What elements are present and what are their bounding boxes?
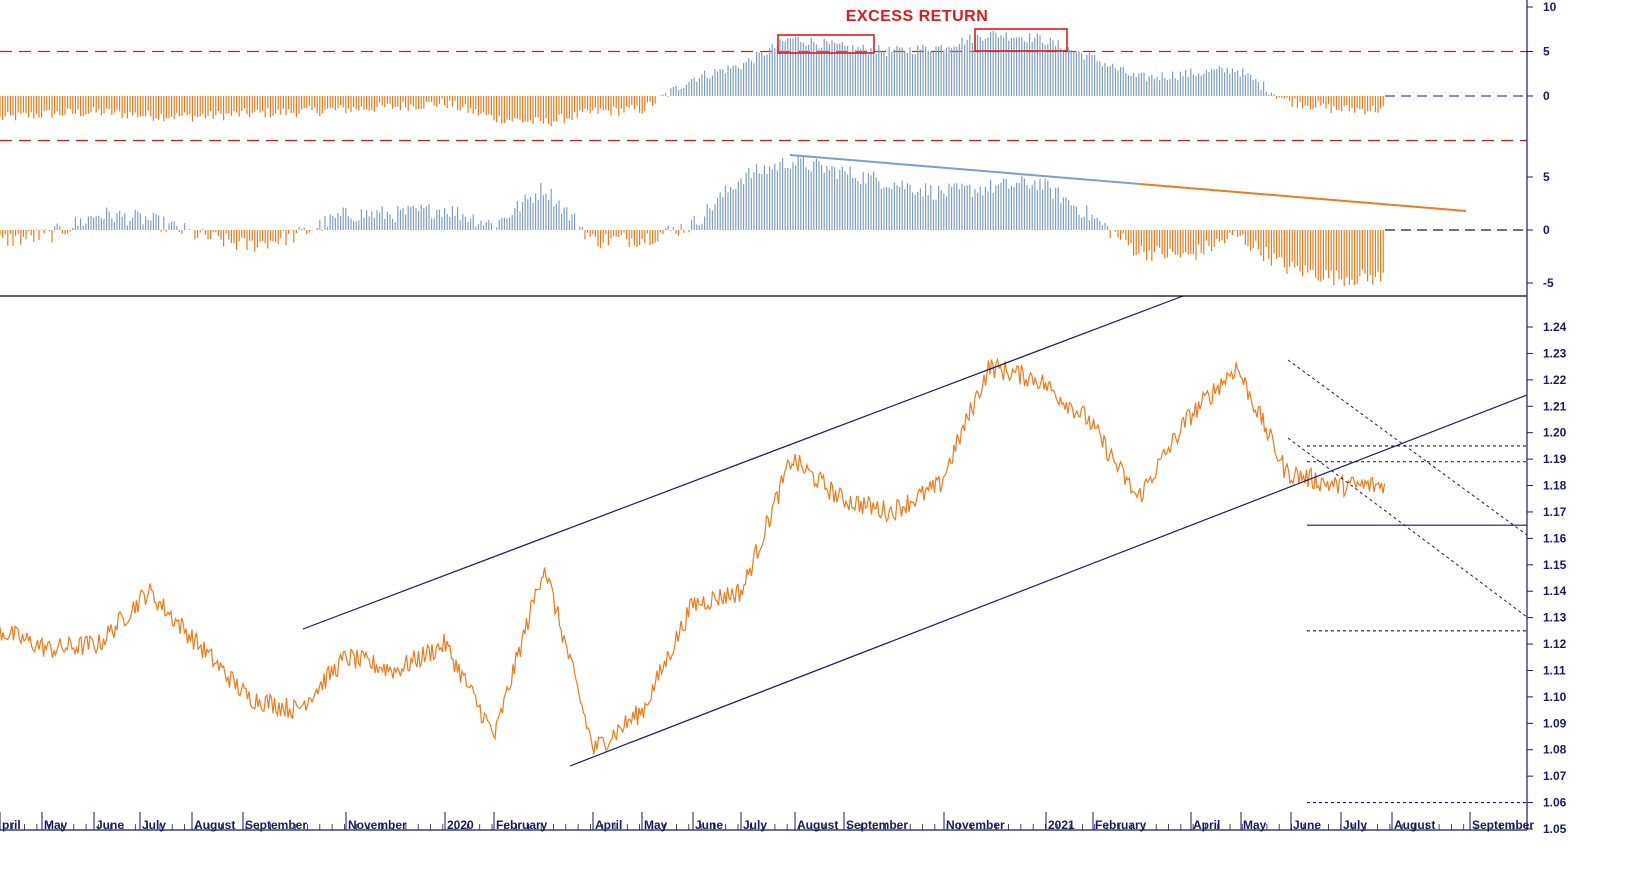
x-month-label: July bbox=[1343, 818, 1367, 832]
descending-lower bbox=[1287, 437, 1528, 618]
channel-upper bbox=[302, 295, 1184, 630]
price-ytick: 1.24 bbox=[1543, 320, 1567, 334]
x-month-label: June bbox=[1293, 818, 1321, 832]
highlight-box-0 bbox=[777, 34, 875, 54]
x-month-label: February bbox=[496, 818, 548, 832]
price-ytick: 1.20 bbox=[1543, 426, 1567, 440]
x-month-label: September bbox=[846, 818, 908, 832]
x-month-label: September bbox=[1472, 818, 1534, 832]
x-month-label: 2021 bbox=[1048, 818, 1075, 832]
price-line bbox=[0, 357, 1386, 755]
momentum-panel bbox=[0, 154, 1527, 287]
price-ytick: 1.05 bbox=[1543, 822, 1567, 836]
top-ytick: 0 bbox=[1543, 89, 1550, 103]
mid-ytick: 0 bbox=[1543, 223, 1550, 237]
price-ytick: 1.07 bbox=[1543, 769, 1567, 783]
x-month-label: February bbox=[1095, 818, 1147, 832]
x-month-label: June bbox=[695, 818, 723, 832]
x-month-label: August bbox=[797, 818, 838, 832]
top-ytick: 5 bbox=[1543, 45, 1550, 59]
descending-upper bbox=[1287, 359, 1528, 536]
price-ytick: 1.21 bbox=[1543, 399, 1567, 413]
price-ytick: 1.08 bbox=[1543, 743, 1567, 757]
price-ytick: 1.23 bbox=[1543, 346, 1567, 360]
price-panel bbox=[0, 295, 1528, 804]
x-month-label: May bbox=[44, 818, 68, 832]
x-month-label: November bbox=[348, 818, 407, 832]
price-ytick: 1.12 bbox=[1543, 637, 1567, 651]
price-ytick: 1.11 bbox=[1543, 663, 1566, 677]
top-ytick: 10 bbox=[1543, 0, 1557, 14]
price-ytick: 1.15 bbox=[1543, 558, 1567, 572]
x-month-label: November bbox=[946, 818, 1005, 832]
x-month-label: September bbox=[245, 818, 307, 832]
trendline-blue bbox=[789, 154, 1141, 185]
x-month-label: June bbox=[96, 818, 124, 832]
price-ytick: 1.16 bbox=[1543, 531, 1567, 545]
excess-return-panel bbox=[0, 28, 1527, 142]
x-month-label: April bbox=[595, 818, 622, 832]
x-month-label: July bbox=[743, 818, 767, 832]
price-ytick: 1.14 bbox=[1543, 584, 1567, 598]
price-ytick: 1.06 bbox=[1543, 796, 1567, 810]
price-ytick: 1.17 bbox=[1543, 505, 1567, 519]
price-ytick: 1.18 bbox=[1543, 479, 1567, 493]
mid-ytick: 5 bbox=[1543, 170, 1550, 184]
price-ytick: 1.22 bbox=[1543, 373, 1567, 387]
x-month-label: August bbox=[194, 818, 235, 832]
trendline-orange bbox=[1139, 183, 1467, 212]
x-month-label: 2020 bbox=[447, 818, 474, 832]
x-month-label: pril bbox=[2, 818, 21, 832]
x-month-label: July bbox=[142, 818, 166, 832]
price-ytick: 1.09 bbox=[1543, 716, 1567, 730]
price-ytick: 1.13 bbox=[1543, 611, 1567, 625]
chart-title: EXCESS RETURN bbox=[846, 8, 989, 25]
x-month-label: April bbox=[1193, 818, 1220, 832]
price-ytick: 1.19 bbox=[1543, 452, 1567, 466]
mid-ytick: -5 bbox=[1543, 276, 1554, 290]
price-ytick: 1.10 bbox=[1543, 690, 1567, 704]
x-month-label: May bbox=[644, 818, 668, 832]
axes: 10 5 0 5 0 -5 1.24 1.23 1.22 1.21 1.20 1.19 1.18 1.17… bbox=[0, 0, 1567, 836]
highlight-box-1 bbox=[974, 28, 1068, 52]
channel-lower bbox=[569, 394, 1528, 767]
